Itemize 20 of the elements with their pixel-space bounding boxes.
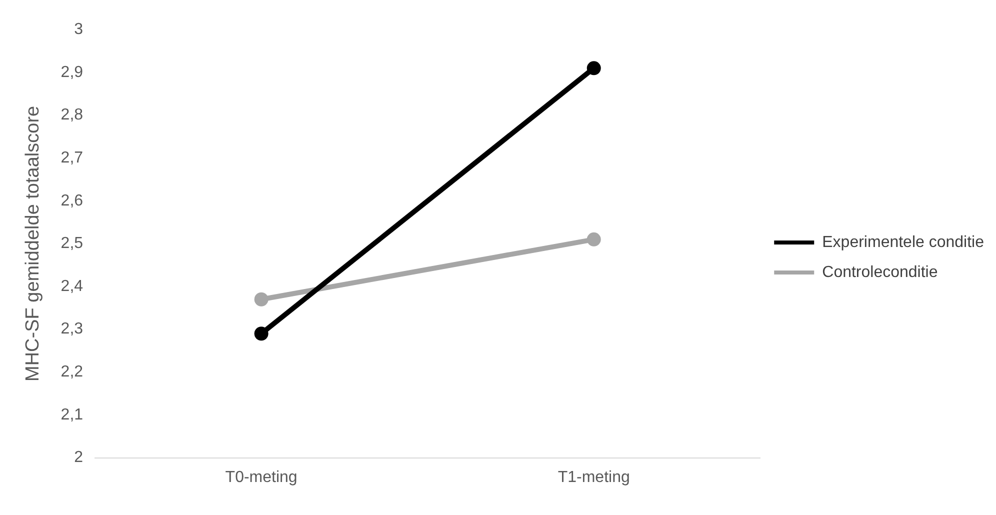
y-tick-label: 2,3 — [60, 320, 84, 338]
y-tick-label: 2,6 — [60, 192, 84, 210]
y-tick-label: 2,2 — [60, 364, 84, 381]
y-tick-label: 2,4 — [60, 278, 84, 295]
point — [586, 61, 601, 76]
point — [254, 292, 268, 306]
y-tick-label: 2,8 — [60, 106, 84, 124]
legend-label: Experimentele conditie — [822, 234, 984, 251]
y-tick-label: 2,5 — [60, 235, 84, 252]
point — [254, 326, 268, 341]
point — [586, 232, 601, 246]
x-tick-label: T1-meting — [558, 468, 630, 486]
y-tick-label: 2,9 — [60, 64, 84, 81]
x-tick-label: T0-meting — [225, 468, 298, 486]
y-axis-title: MHC-SF gemiddelde totaalscore — [22, 106, 44, 382]
legend-label: Controleconditie — [822, 264, 938, 281]
y-tick-label: 2 — [74, 449, 84, 466]
y-tick-label: 3 — [74, 21, 84, 38]
y-tick-label: 2,7 — [60, 149, 84, 166]
y-tick-label: 2,1 — [60, 406, 84, 424]
